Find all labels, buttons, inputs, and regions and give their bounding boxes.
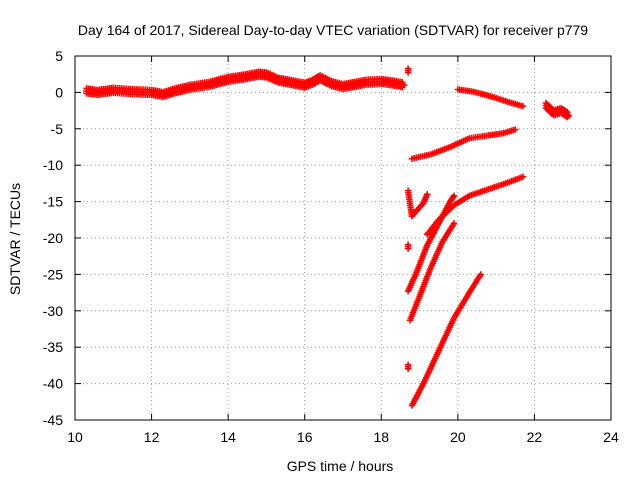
y-tick-label: -25 bbox=[43, 266, 63, 282]
series-late-3 bbox=[542, 99, 573, 121]
data-point bbox=[404, 69, 412, 76]
chart-title: Day 164 of 2017, Sidereal Day-to-day VTE… bbox=[78, 22, 588, 38]
y-tick-label: -5 bbox=[51, 121, 64, 137]
x-tick-label: 16 bbox=[297, 429, 313, 445]
data-point bbox=[404, 245, 412, 252]
y-tick-label: -15 bbox=[43, 194, 63, 210]
series-late-1 bbox=[404, 65, 412, 76]
series-band-main bbox=[83, 68, 408, 101]
x-tick-label: 12 bbox=[144, 429, 160, 445]
data-marks bbox=[83, 65, 573, 409]
data-point bbox=[519, 103, 527, 110]
y-tick-label: -30 bbox=[43, 303, 63, 319]
y-tick-label: -45 bbox=[43, 412, 63, 428]
data-point bbox=[477, 271, 485, 278]
series-late-2 bbox=[454, 86, 527, 110]
y-tick-label: -10 bbox=[43, 157, 63, 173]
x-tick-label: 20 bbox=[450, 429, 466, 445]
series-arc-7 bbox=[404, 361, 412, 373]
series-arc-1 bbox=[408, 126, 519, 162]
data-point bbox=[565, 112, 573, 119]
y-tick-label: 5 bbox=[55, 48, 63, 64]
x-tick-label: 10 bbox=[67, 429, 83, 445]
y-tick-label: -20 bbox=[43, 230, 63, 246]
series-arc-3 bbox=[404, 187, 431, 220]
series-arc-8 bbox=[408, 271, 485, 409]
x-tick-label: 14 bbox=[220, 429, 236, 445]
y-tick-label: 0 bbox=[55, 84, 63, 100]
x-axis-ticks: 10 12 14 16 18 20 22 24 bbox=[67, 56, 619, 445]
x-axis-label: GPS time / hours bbox=[287, 458, 394, 474]
x-tick-label: 18 bbox=[373, 429, 389, 445]
data-point bbox=[512, 126, 519, 133]
series-arc-2 bbox=[424, 173, 527, 238]
y-axis-ticks: 5 0 -5 -10 -15 -20 -25 -30 -35 -40 -45 bbox=[43, 48, 611, 428]
data-point bbox=[450, 220, 458, 227]
data-point bbox=[424, 191, 431, 198]
data-point bbox=[450, 192, 458, 199]
x-tick-label: 22 bbox=[527, 429, 543, 445]
series-arc-4 bbox=[404, 241, 412, 252]
y-axis-label: SDTVAR / TECUs bbox=[7, 183, 23, 295]
y-tick-label: -35 bbox=[43, 339, 63, 355]
grid bbox=[75, 56, 611, 420]
data-point bbox=[401, 81, 408, 89]
y-tick-label: -40 bbox=[43, 376, 63, 392]
data-point bbox=[519, 173, 527, 181]
series-arc-5 bbox=[404, 192, 458, 295]
data-point bbox=[404, 365, 412, 373]
x-tick-label: 24 bbox=[603, 429, 619, 445]
series-arc-6 bbox=[406, 220, 458, 324]
